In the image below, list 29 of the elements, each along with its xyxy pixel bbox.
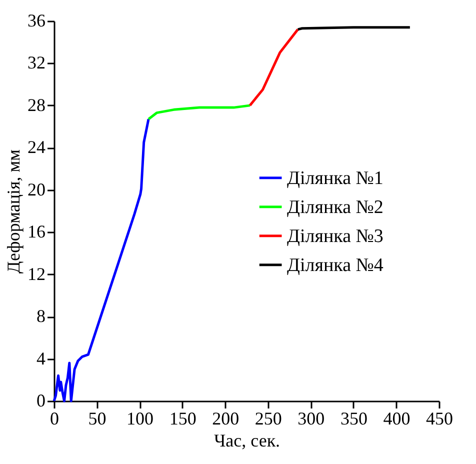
y-tick-label: 36: [28, 10, 46, 30]
y-tick-label: 24: [28, 137, 46, 158]
x-tick-label: 450: [426, 408, 453, 428]
legend-label: Ділянка №2: [287, 196, 384, 218]
x-tick-label: 50: [88, 408, 106, 428]
y-tick-label: 0: [36, 390, 46, 410]
line-series: [52, 118, 150, 402]
x-axis-title: Час, сек.: [214, 430, 280, 450]
x-tick-label: 250: [254, 408, 282, 428]
x-tick-label: 100: [126, 408, 154, 428]
line-series: [248, 28, 300, 107]
y-tick-label: 4: [36, 348, 46, 368]
x-tick-label: 400: [383, 408, 410, 428]
x-tick-label: 150: [169, 408, 196, 428]
legend-label: Ділянка №3: [287, 226, 384, 247]
x-tick-label: 200: [212, 408, 240, 428]
y-tick-label: 32: [28, 52, 46, 73]
x-tick-label: 0: [50, 408, 59, 428]
y-tick-label: 16: [28, 222, 46, 242]
line-series: [147, 104, 252, 120]
y-tick-label: 28: [28, 94, 46, 115]
legend-label: Ділянка №1: [287, 168, 384, 189]
y-tick-label: 8: [36, 306, 46, 326]
x-tick-label: 300: [298, 408, 325, 428]
y-axis-title: Деформація, мм: [4, 149, 24, 274]
y-tick-label: 12: [28, 264, 46, 284]
legend-label: Ділянка №4: [287, 254, 384, 276]
x-tick-label: 350: [340, 408, 368, 428]
y-tick-label: 20: [28, 179, 46, 200]
